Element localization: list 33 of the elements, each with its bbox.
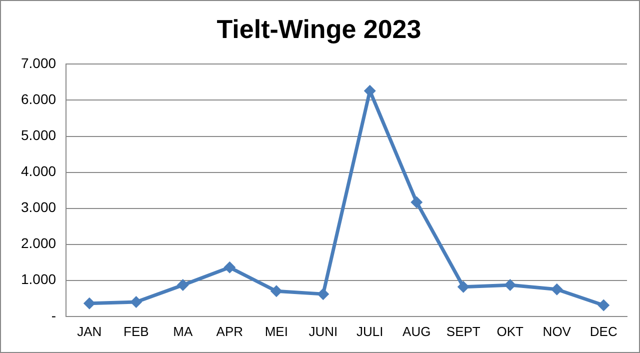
point [317,288,330,300]
x-tick-label: MA [173,324,193,339]
point [364,84,376,97]
x-tick-label: JULI [356,324,384,339]
x-tick-label: JUNI [308,324,338,339]
chart-title: Tielt-Winge 2023 [216,14,422,44]
y-tick-label: 1.000 [20,271,56,288]
point [83,297,96,310]
y-tick-label: 6.000 [20,91,56,108]
point [130,296,142,308]
x-tick-label: OKT [496,324,524,339]
x-tick-label: SEPT [446,324,480,339]
x-tick-label: MEI [264,324,288,339]
point [457,280,470,293]
x-tick-label: NOV [542,324,572,339]
y-tick-label: 5.000 [20,127,56,144]
point [598,299,610,312]
y-tick-label: 4.000 [20,163,56,180]
x-tick-label: JAN [77,324,102,339]
y-tick-label: 7.000 [20,55,56,72]
x-tick-label: FEB [124,324,149,339]
y-tick-label: 2.000 [20,235,56,252]
x-tick-label: AUG [402,324,431,339]
point [504,279,516,292]
y-tick-label: 3.000 [20,199,56,216]
point [410,196,423,208]
y-tick-label: - [51,307,56,324]
x-tick-label: DEC [590,324,618,339]
point [224,261,236,274]
point [270,285,282,298]
point [550,283,563,296]
x-tick-label: APR [216,324,244,339]
point [176,279,189,292]
